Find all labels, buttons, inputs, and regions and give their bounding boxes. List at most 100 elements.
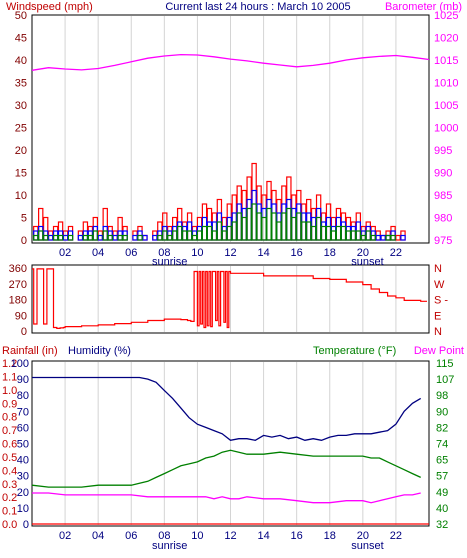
barometer-tick-label: 990 (434, 168, 452, 180)
wind-avg-bar (42, 234, 49, 241)
hour-tick-label: 16 (291, 247, 303, 259)
wind-avg-bar (221, 230, 228, 241)
wind-avg-bar (370, 234, 376, 241)
wind-avg-bar (196, 230, 203, 241)
sunset-label: sunset (351, 256, 383, 268)
compass-tick-label: N (434, 263, 442, 275)
wind-avg-bar (226, 225, 233, 241)
wind-avg-bar (122, 234, 128, 241)
barometer-tick-label: 975 (434, 235, 452, 247)
hour-tick-label: 18 (324, 247, 336, 259)
wind-avg-bar (310, 225, 317, 241)
direction-line (32, 268, 427, 329)
barometer-axis-title: Barometer (mb) (385, 1, 462, 13)
wind-mid-bar (375, 234, 381, 241)
wind-mid-bar (112, 234, 118, 241)
wind-avg-bar (157, 234, 163, 241)
humidity-tick-label: 80 (17, 390, 29, 402)
temperature-tick-label: 32 (436, 519, 448, 531)
wind-mid-bar (47, 234, 54, 241)
windspeed-tick-label: 5 (21, 213, 27, 225)
temperature-tick-label: 90 (436, 406, 448, 418)
humidity-tick-label: 30 (17, 471, 29, 483)
hour-tick-label: 16 (291, 530, 303, 542)
wind-avg-bar (325, 225, 332, 241)
barometer-tick-label: 1025 (434, 10, 458, 22)
wind-avg-bar (236, 212, 242, 241)
wind-mid-bar (400, 234, 406, 241)
wind-avg-bar (246, 207, 252, 241)
hour-tick-label: 10 (191, 247, 203, 259)
wind-avg-bar (271, 212, 277, 241)
wind-avg-bar (201, 225, 208, 241)
barometer-series (31, 53, 430, 71)
barometer-tick-label: 1000 (434, 123, 458, 135)
chart-title: Current last 24 hours : March 10 2005 (165, 1, 350, 13)
sunrise-label: sunrise (152, 256, 187, 268)
wind-avg-bar (345, 230, 352, 241)
rainfall-tick-label: 1.0 (2, 385, 17, 397)
wind-avg-bar (102, 230, 108, 241)
barometer-tick-label: 1005 (434, 100, 458, 112)
rainfall-tick-label: 0.4 (2, 465, 17, 477)
wind-avg-bar (162, 230, 168, 241)
windspeed-axis-title: Windspeed (mph) (6, 1, 93, 13)
wind-avg-bar (181, 230, 188, 241)
humidity-tick-label: 90 (17, 374, 29, 386)
rainfall-tick-label: 0.6 (2, 439, 17, 451)
windspeed-tick-label: 25 (15, 123, 27, 135)
rainfall-tick-label: 0.3 (2, 479, 17, 491)
sunrise-label: sunrise (152, 540, 187, 552)
hour-tick-label: 22 (390, 247, 402, 259)
wind-avg-bar (231, 221, 237, 241)
wind-avg-bar (350, 230, 357, 241)
direction-tick-label: 360 (9, 263, 27, 275)
wind-avg-bar (191, 234, 198, 241)
wind-avg-bar (305, 221, 312, 241)
humidity-tick-label: 60 (17, 422, 29, 434)
temperature-tick-label: 40 (436, 503, 448, 515)
compass-tick-label: W (434, 279, 445, 291)
rainfall-axis-title: Rainfall (in) (2, 345, 58, 357)
sunset-label: sunset (351, 540, 383, 552)
hour-tick-label: 08 (158, 247, 170, 259)
humidity-line (32, 376, 422, 441)
hour-tick-label: 12 (224, 530, 236, 542)
wind-mid-bar (62, 234, 69, 241)
rainfall-tick-label: 0.1 (2, 506, 17, 518)
compass-tick-label: S - (434, 295, 448, 307)
wind-avg-bar (241, 216, 247, 241)
wind-avg-bar (186, 230, 193, 241)
hour-tick-label: 06 (125, 247, 137, 259)
humidity-tick-label: 20 (17, 487, 29, 499)
hour-tick-label: 04 (92, 530, 104, 542)
hour-tick-label: 14 (257, 247, 269, 259)
wind-avg-bar (256, 212, 262, 241)
barometer-tick-label: 1020 (434, 33, 458, 45)
wind-mid-bar (77, 234, 84, 241)
wind-avg-bar (315, 216, 322, 241)
direction-tick-label: 270 (9, 279, 27, 291)
windspeed-tick-label: 15 (15, 168, 27, 180)
hour-tick-label: 04 (92, 247, 104, 259)
hour-tick-label: 22 (390, 530, 402, 542)
wind-avg-bar (38, 230, 44, 241)
rainfall-tick-label: 1.2 (2, 358, 17, 370)
wind-avg-bar (340, 225, 347, 241)
wind-mid-bar (97, 234, 103, 241)
hour-tick-label: 20 (357, 530, 369, 542)
hour-tick-label: 10 (191, 530, 203, 542)
rainfall-tick-label: 0.2 (2, 492, 17, 504)
hour-tick-label: 02 (59, 247, 71, 259)
direction-series (32, 268, 427, 329)
wind-avg-bar (330, 230, 337, 241)
hour-tick-label: 06 (125, 530, 137, 542)
windspeed-tick-label: 50 (15, 10, 27, 22)
wind-avg-bar (167, 234, 173, 241)
humidity-axis-title: Humidity (%) (68, 345, 131, 357)
temperature-tick-label: 57 (436, 471, 448, 483)
temperature-tick-label: 49 (436, 487, 448, 499)
direction-tick-label: 90 (15, 310, 27, 322)
